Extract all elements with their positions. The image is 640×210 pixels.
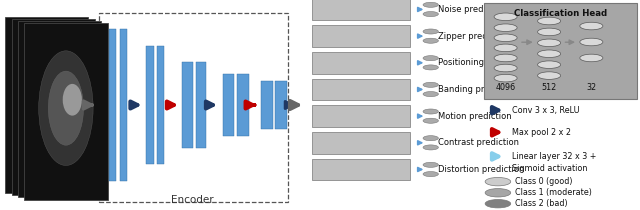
Circle shape: [423, 82, 438, 87]
Text: Positioning prediction: Positioning prediction: [438, 58, 529, 67]
FancyBboxPatch shape: [312, 159, 410, 180]
FancyBboxPatch shape: [182, 62, 193, 148]
Circle shape: [423, 136, 438, 141]
Text: Class 1 (moderate): Class 1 (moderate): [515, 188, 591, 197]
Text: Noise prediction: Noise prediction: [438, 5, 506, 14]
Text: Classification Head 3: Classification Head 3: [314, 58, 408, 67]
Text: Classification Head 5: Classification Head 5: [314, 112, 408, 121]
Text: Zipper prediction: Zipper prediction: [438, 32, 511, 41]
Circle shape: [494, 54, 517, 62]
FancyBboxPatch shape: [312, 52, 410, 74]
Circle shape: [423, 29, 438, 34]
Circle shape: [538, 61, 561, 68]
Circle shape: [580, 54, 603, 62]
Circle shape: [538, 39, 561, 47]
FancyBboxPatch shape: [484, 3, 637, 99]
Text: Linear layer 32 x 3 +: Linear layer 32 x 3 +: [512, 152, 596, 161]
Text: Classification Head: Classification Head: [514, 9, 607, 18]
Circle shape: [423, 109, 438, 114]
Circle shape: [423, 172, 438, 177]
Text: Classification Head 1: Classification Head 1: [314, 5, 408, 14]
Circle shape: [485, 189, 511, 197]
FancyBboxPatch shape: [146, 46, 154, 164]
Text: Contrast prediction: Contrast prediction: [438, 138, 519, 147]
Circle shape: [423, 12, 438, 17]
Text: Classification Head 6: Classification Head 6: [314, 138, 408, 147]
Text: Class 2 (bad): Class 2 (bad): [515, 199, 567, 208]
FancyBboxPatch shape: [261, 81, 273, 129]
Circle shape: [494, 74, 517, 82]
FancyBboxPatch shape: [312, 132, 410, 154]
Text: Sigmoid activation: Sigmoid activation: [512, 164, 588, 173]
FancyBboxPatch shape: [120, 29, 127, 181]
FancyBboxPatch shape: [223, 74, 234, 136]
Text: Classification Head 2: Classification Head 2: [314, 32, 408, 41]
Text: Distortion prediction: Distortion prediction: [438, 165, 524, 174]
FancyBboxPatch shape: [18, 21, 101, 197]
Text: Classification Head 7: Classification Head 7: [314, 165, 408, 174]
Text: Banding prediction: Banding prediction: [438, 85, 518, 94]
Circle shape: [494, 44, 517, 52]
Circle shape: [485, 200, 511, 208]
Ellipse shape: [63, 84, 82, 116]
Circle shape: [423, 162, 438, 167]
Text: Conv 3 x 3, ReLU: Conv 3 x 3, ReLU: [512, 106, 580, 115]
Circle shape: [423, 2, 438, 7]
FancyBboxPatch shape: [312, 25, 410, 47]
Ellipse shape: [38, 51, 93, 165]
Circle shape: [580, 38, 603, 46]
Circle shape: [423, 65, 438, 70]
Circle shape: [423, 38, 438, 43]
Circle shape: [423, 145, 438, 150]
Text: Class 0 (good): Class 0 (good): [515, 177, 572, 186]
FancyBboxPatch shape: [196, 62, 206, 148]
Circle shape: [423, 92, 438, 97]
Circle shape: [538, 50, 561, 58]
Text: Encoder: Encoder: [171, 195, 213, 205]
FancyBboxPatch shape: [237, 74, 249, 136]
Circle shape: [485, 177, 511, 186]
Circle shape: [494, 13, 517, 21]
FancyBboxPatch shape: [312, 79, 410, 100]
Text: :: :: [504, 68, 508, 78]
Circle shape: [538, 17, 561, 25]
FancyBboxPatch shape: [12, 19, 95, 195]
Circle shape: [538, 28, 561, 36]
Circle shape: [494, 34, 517, 42]
Circle shape: [494, 64, 517, 72]
FancyBboxPatch shape: [157, 46, 164, 164]
Text: Classification Head 4: Classification Head 4: [314, 85, 408, 94]
FancyBboxPatch shape: [109, 29, 116, 181]
Text: 512: 512: [541, 83, 557, 92]
Circle shape: [538, 72, 561, 79]
FancyBboxPatch shape: [24, 23, 108, 200]
Circle shape: [494, 24, 517, 32]
FancyBboxPatch shape: [312, 0, 410, 20]
FancyBboxPatch shape: [312, 105, 410, 127]
Circle shape: [580, 22, 603, 30]
Text: Max pool 2 x 2: Max pool 2 x 2: [512, 128, 571, 137]
Text: 4096: 4096: [495, 83, 516, 92]
Text: 32: 32: [586, 83, 596, 92]
FancyBboxPatch shape: [5, 17, 88, 193]
Circle shape: [423, 56, 438, 61]
Circle shape: [423, 118, 438, 123]
Text: Motion prediction: Motion prediction: [438, 112, 511, 121]
Ellipse shape: [49, 71, 84, 145]
FancyBboxPatch shape: [275, 81, 287, 129]
